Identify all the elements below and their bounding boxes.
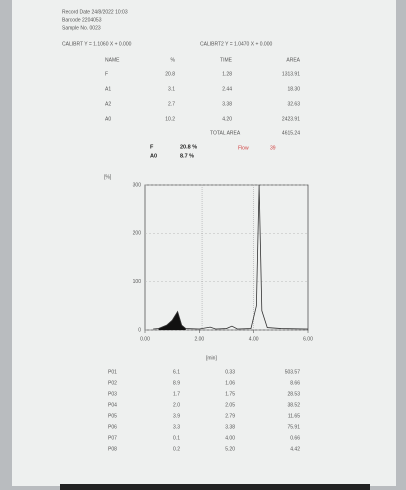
- x-unit: [min]: [206, 355, 217, 361]
- peak-cell: 8.66: [290, 380, 300, 386]
- peak-cell: 2.0: [173, 402, 180, 408]
- peak-cell: P02: [108, 380, 117, 386]
- peak-cell: 0.66: [290, 435, 300, 441]
- peak-cell: 0.33: [225, 369, 235, 375]
- y-tick-label: 0: [138, 327, 141, 333]
- x-tick-label: 2.00: [194, 336, 204, 342]
- peak-cell: 8.9: [173, 380, 180, 386]
- page: Record Date 24/8/2022 10:03 Barcode 22040…: [0, 0, 406, 490]
- y-unit: [%]: [104, 174, 112, 180]
- bezel: [60, 484, 370, 490]
- calibration: CALIBRT2 Y = 1.0470 X + 0.000: [200, 41, 272, 47]
- peak-cell: P04: [108, 402, 117, 408]
- peak-cell: 3.38: [225, 424, 235, 430]
- peak-cell: 28.53: [287, 391, 300, 397]
- peak-cell: 1.06: [225, 380, 235, 386]
- column-header: NAME: [105, 57, 120, 63]
- header-line: Barcode 2204053: [62, 17, 102, 23]
- x-tick-label: 0.00: [140, 336, 150, 342]
- summary-name: A0: [150, 153, 157, 159]
- x-tick-label: 4.00: [249, 336, 259, 342]
- table-cell: 1.28: [222, 71, 232, 77]
- photo: Record Date 24/8/2022 10:03 Barcode 22040…: [0, 0, 406, 490]
- table-cell: 1313.91: [282, 71, 300, 77]
- table-cell: 10.2: [165, 116, 175, 122]
- header-line: Sample No. 0023: [62, 25, 101, 31]
- y-tick-label: 300: [133, 182, 142, 188]
- peak-cell: P05: [108, 413, 117, 419]
- peak-cell: 503.57: [285, 369, 301, 375]
- column-header: AREA: [286, 57, 300, 63]
- table-cell: A2: [105, 101, 111, 107]
- peak-cell: P07: [108, 435, 117, 441]
- table-cell: 4.20: [222, 116, 232, 122]
- table-cell: 2.44: [222, 86, 232, 92]
- peak-cell: P03: [108, 391, 117, 397]
- y-tick-label: 200: [133, 231, 142, 237]
- peak-cell: 1.7: [173, 391, 180, 397]
- peak-cell: 2.79: [225, 413, 235, 419]
- peak-cell: 11.65: [288, 413, 300, 419]
- summary-value: 20.8 %: [180, 144, 197, 150]
- peak-cell: 0.2: [173, 446, 180, 452]
- paper: [12, 0, 396, 486]
- total-label: TOTAL AREA: [210, 130, 241, 136]
- table-cell: F: [105, 71, 108, 77]
- table-cell: A0: [105, 116, 111, 122]
- peak-cell: 6.1: [173, 369, 180, 375]
- peak-cell: 3.9: [173, 413, 180, 419]
- peak-cell: 1.75: [225, 391, 235, 397]
- table-cell: 3.38: [222, 101, 232, 107]
- peak-cell: P01: [108, 369, 117, 375]
- table-cell: A1: [105, 86, 111, 92]
- flow-label: Flow: [238, 145, 249, 151]
- table-cell: 18.30: [287, 86, 300, 92]
- y-tick-label: 100: [133, 279, 142, 285]
- peak-cell: 75.91: [287, 424, 300, 430]
- peak-cell: 4.00: [225, 435, 235, 441]
- peak-cell: P08: [108, 446, 117, 452]
- summary-value: 8.7 %: [180, 153, 194, 159]
- x-tick-label: 6.00: [303, 336, 313, 342]
- total-value: 4615.24: [282, 130, 300, 136]
- column-header: %: [171, 57, 176, 63]
- peak-cell: 4.42: [290, 446, 300, 452]
- table-cell: 3.1: [168, 86, 175, 92]
- table-cell: 2423.91: [282, 116, 300, 122]
- peak-cell: 5.20: [225, 446, 235, 452]
- flow-value: 39: [270, 145, 276, 151]
- peak-cell: 38.52: [287, 402, 300, 408]
- peak-cell: P06: [108, 424, 117, 430]
- peak-cell: 2.05: [225, 402, 235, 408]
- peak-cell: 0.1: [173, 435, 180, 441]
- table-cell: 32.63: [287, 101, 300, 107]
- table-cell: 2.7: [168, 101, 175, 107]
- column-header: TIME: [220, 57, 233, 63]
- table-cell: 20.8: [165, 71, 175, 77]
- header-line: Record Date 24/8/2022 10:03: [62, 9, 128, 15]
- calibration: CALIBRT Y = 1.1060 X + 0.000: [62, 41, 132, 47]
- peak-cell: 3.3: [173, 424, 180, 430]
